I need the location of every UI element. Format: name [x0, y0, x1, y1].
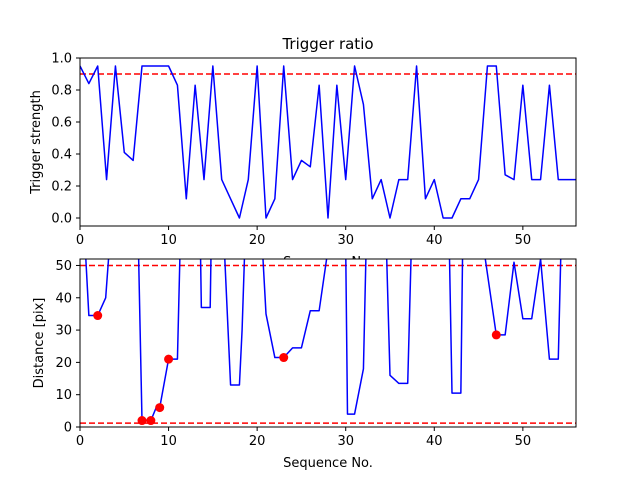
x-tick-label: 50: [515, 434, 532, 449]
data-point-marker: [93, 311, 103, 321]
y-tick-label: 30: [55, 324, 72, 339]
plot-area: [80, 58, 576, 226]
y-tick-label: 50: [55, 259, 72, 274]
x-ticks: 0 10 20 30 40 50: [76, 427, 531, 449]
y-axis-label: Trigger strength: [29, 90, 44, 195]
data-point-marker: [146, 416, 156, 426]
y-tick-label: 0.0: [51, 212, 72, 227]
marker-layer: [93, 311, 501, 426]
data-point-marker: [279, 353, 289, 363]
y-tick-label: 20: [55, 356, 72, 371]
distance-chart: 0 10 20 30 40 50 0 10 20 30 40 50 Sequence No. Dis…: [32, 258, 577, 471]
y-tick-label: 10: [55, 388, 72, 403]
series-line: [80, 65, 576, 219]
threshold-lines: [80, 264, 576, 424]
series-layer: [85, 259, 562, 422]
x-ticks: 0 10 20 30 40 50: [76, 226, 531, 248]
x-tick-label: 30: [337, 233, 354, 248]
x-axis-label: Sequence No.: [283, 456, 373, 471]
x-tick-label: 20: [249, 233, 266, 248]
series-layer: [80, 65, 576, 219]
y-tick-label: 40: [55, 291, 72, 306]
y-tick-label: 0.2: [51, 180, 72, 195]
x-tick-label: 20: [249, 434, 266, 449]
plot-frame: [79, 258, 577, 428]
data-point-marker: [491, 330, 501, 340]
plot-area: [80, 259, 576, 427]
chart-title: Trigger ratio: [281, 35, 373, 53]
data-point-marker: [164, 354, 174, 364]
series-line: [85, 259, 562, 422]
y-tick-label: 1.0: [51, 52, 72, 67]
y-tick-label: 0.4: [51, 148, 72, 163]
x-tick-label: 0: [76, 434, 84, 449]
y-tick-label: 0: [64, 421, 72, 436]
x-tick-label: 40: [426, 233, 443, 248]
y-axis-label: Distance [pix]: [32, 298, 47, 389]
y-ticks: 0 10 20 30 40 50: [55, 259, 80, 436]
y-tick-label: 0.8: [51, 84, 72, 99]
data-point-marker: [137, 416, 147, 426]
trigger-ratio-chart: 0 10 20 30 40 50 0.0 0.2 0.4 0.6 0.8 1.0 Trigger r…: [29, 35, 577, 270]
x-tick-label: 0: [76, 233, 84, 248]
x-tick-label: 40: [426, 434, 443, 449]
plot-frame: [79, 57, 577, 227]
y-tick-label: 0.6: [51, 116, 72, 131]
x-tick-label: 50: [515, 233, 532, 248]
y-ticks: 0.0 0.2 0.4 0.6 0.8 1.0: [51, 52, 80, 227]
x-tick-label: 10: [160, 434, 177, 449]
x-tick-label: 30: [337, 434, 354, 449]
x-tick-label: 10: [160, 233, 177, 248]
data-point-marker: [155, 403, 165, 413]
